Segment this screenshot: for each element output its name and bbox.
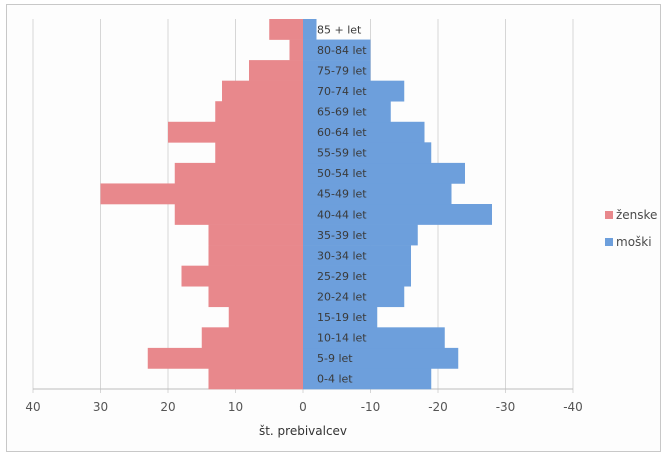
bar-zenske: [289, 39, 303, 61]
legend-swatch-zenske: [605, 211, 613, 219]
bar-moski: [303, 19, 317, 40]
x-tick-label: 20: [160, 400, 175, 414]
bar-moski: [303, 121, 425, 143]
bar-zenske: [174, 162, 303, 184]
bar-moski: [303, 101, 391, 123]
x-tick-label: -20: [428, 400, 448, 414]
category-label: 30-34 let: [317, 249, 367, 262]
bar-moski: [303, 80, 405, 102]
population-pyramid-chart: 0-4 let 5-9 let 10-14 let 15-19 let 20-24 le…: [25, 19, 657, 438]
bar-zenske: [100, 183, 303, 205]
bar-zenske: [201, 327, 303, 349]
x-tick-label: 30: [93, 400, 108, 414]
bar-zenske: [181, 265, 303, 287]
x-tick-label: 10: [228, 400, 243, 414]
bar-zenske: [208, 368, 303, 390]
category-label: 35-39 let: [317, 229, 367, 242]
category-label: 5-9 let: [317, 352, 353, 365]
bar-zenske: [228, 306, 303, 328]
bar-zenske: [208, 224, 303, 246]
x-tick-label: -40: [563, 400, 583, 414]
category-label: 40-44 let: [317, 208, 367, 221]
category-label: 20-24 let: [317, 291, 367, 304]
bar-moski: [303, 306, 378, 328]
bar-zenske: [168, 121, 303, 143]
category-label: 85 + let: [317, 23, 362, 36]
bar-moski: [303, 286, 405, 308]
bar-moski: [303, 224, 418, 246]
bar-moski: [303, 245, 411, 266]
x-tick-label: 0: [299, 400, 307, 414]
category-label: 65-69 let: [317, 106, 367, 119]
bar-zenske: [208, 245, 303, 266]
bar-moski: [303, 347, 459, 369]
bar-zenske: [215, 142, 303, 164]
category-label: 45-49 let: [317, 188, 367, 201]
bar-moski: [303, 204, 492, 225]
x-axis-title: št. prebivalcev: [259, 424, 347, 438]
bar-zenske: [174, 204, 303, 225]
bar-zenske: [249, 60, 303, 81]
legend-label-moski: moški: [616, 235, 652, 249]
bar-zenske: [269, 19, 303, 40]
category-label: 15-19 let: [317, 311, 367, 324]
bar-moski: [303, 368, 432, 390]
bar-moski: [303, 39, 371, 61]
category-label: 0-4 let: [317, 373, 353, 386]
category-label: 70-74 let: [317, 85, 367, 98]
category-label: 50-54 let: [317, 167, 367, 180]
bar-zenske: [215, 101, 303, 123]
bar-moski: [303, 60, 371, 81]
category-label: 60-64 let: [317, 126, 367, 139]
category-label: 55-59 let: [317, 147, 367, 160]
bar-zenske: [222, 80, 303, 102]
x-tick-label: -30: [496, 400, 516, 414]
bar-moski: [303, 142, 432, 164]
category-labels: 0-4 let 5-9 let 10-14 let 15-19 let 20-24 le…: [317, 23, 367, 385]
legend: ženske moški: [605, 208, 657, 249]
category-label: 75-79 let: [317, 64, 367, 77]
category-label: 25-29 let: [317, 270, 367, 283]
bar-moski: [303, 162, 465, 184]
bar-zenske: [147, 347, 303, 369]
x-tick-label: 40: [25, 400, 40, 414]
category-label: 80-84 let: [317, 44, 367, 57]
bar-moski: [303, 265, 411, 287]
x-tick-label: -10: [361, 400, 381, 414]
x-tick-labels: 40 30 20 10 0 -10 -20 -30 -40: [25, 400, 582, 414]
bar-moski: [303, 327, 445, 349]
legend-label-zenske: ženske: [616, 208, 657, 222]
bar-moski: [303, 183, 452, 205]
category-label: 10-14 let: [317, 332, 367, 345]
bars: [100, 19, 492, 390]
legend-swatch-moski: [605, 238, 613, 246]
bar-zenske: [208, 286, 303, 308]
chart-frame: 0-4 let 5-9 let 10-14 let 15-19 let 20-24 le…: [6, 4, 661, 452]
